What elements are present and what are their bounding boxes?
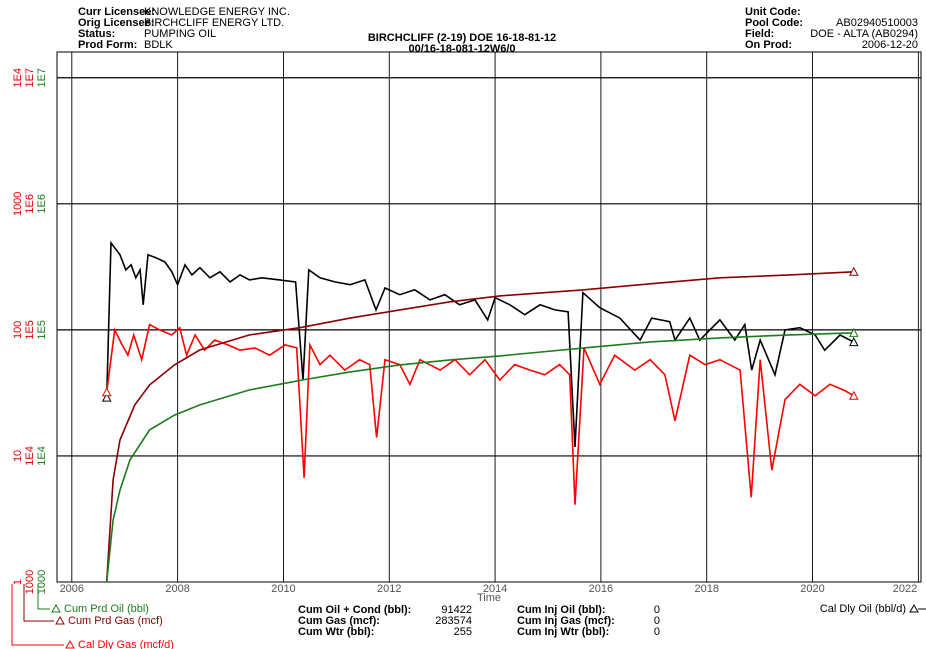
stat-label: Cum Inj Gas (mcf): xyxy=(517,615,615,627)
header-value: AB02940510003 xyxy=(836,17,918,29)
x-tick-label: 2006 xyxy=(60,583,84,595)
marker xyxy=(848,266,859,276)
header-value: BDLK xyxy=(144,39,173,51)
y-tick-label: 1E7 xyxy=(36,68,48,88)
marker xyxy=(848,327,859,337)
header-label: Pool Code: xyxy=(745,17,803,29)
header-value: DOE - ALTA (AB0294) xyxy=(810,28,918,40)
y-tick-label: 1E5 xyxy=(36,320,48,340)
x-tick-label: 2014 xyxy=(483,583,507,595)
stat-label: Cum Inj Oil (bbl): xyxy=(517,604,606,616)
legend-marker xyxy=(55,615,65,625)
x-tick-label: 2012 xyxy=(377,583,401,595)
y-tick-label: 1E4 xyxy=(12,68,24,88)
x-tick-label: 2018 xyxy=(694,583,718,595)
header-label: Orig Licensee: xyxy=(78,17,154,29)
legend-label: Cal Dly Oil (bbl/d) xyxy=(820,603,906,615)
stat-label: Cum Wtr (bbl): xyxy=(298,626,374,638)
y-tick-label: 1E4 xyxy=(36,446,48,466)
header-label: Prod Form: xyxy=(78,39,137,51)
legend-marker xyxy=(65,639,75,649)
x-tick-label: 2016 xyxy=(589,583,613,595)
legend-marker xyxy=(51,603,61,613)
y-tick-label: 1000 xyxy=(24,570,36,594)
marker xyxy=(101,387,112,397)
legend-label: Cum Prd Oil (bbl) xyxy=(64,603,149,615)
y-tick-label: 1E6 xyxy=(24,194,36,214)
header-label: Unit Code: xyxy=(745,6,801,18)
x-tick-label: 2010 xyxy=(271,583,295,595)
chart-title: BIRCHCLIFF (2-19) DOE 16-18-81-12 xyxy=(368,32,556,44)
marker xyxy=(101,392,112,402)
header-value: KNOWLEDGE ENERGY INC. xyxy=(144,6,290,18)
y-tick-label: 1000 xyxy=(36,570,48,594)
stat-label: Cum Oil + Cond (bbl): xyxy=(298,604,411,616)
stat-value: 0 xyxy=(654,604,660,616)
stat-value: 255 xyxy=(454,626,472,638)
y-tick-label: 1000 xyxy=(12,192,24,216)
stat-value: 283574 xyxy=(435,615,472,627)
header-value: PUMPING OIL xyxy=(144,28,216,40)
series-line xyxy=(105,271,854,583)
x-axis-label: Time xyxy=(477,592,501,604)
stat-value: 91422 xyxy=(441,604,472,616)
x-tick-label: 2020 xyxy=(800,583,824,595)
series-line xyxy=(105,332,854,583)
header-label: Field: xyxy=(745,28,774,40)
header-label: Curr Licensee: xyxy=(78,6,155,18)
stat-label: Cum Inj Wtr (bbl): xyxy=(517,626,609,638)
x-tick-label: 2008 xyxy=(165,583,189,595)
y-tick-label: 1E6 xyxy=(36,194,48,214)
series-line xyxy=(105,240,855,447)
header-label: On Prod: xyxy=(745,39,792,51)
legend-bracket xyxy=(23,584,54,622)
stat-value: 0 xyxy=(654,615,660,627)
legend-label: Cum Prd Gas (mcf) xyxy=(68,615,163,627)
y-tick-label: 100 xyxy=(12,321,24,339)
y-tick-label: 1E7 xyxy=(24,68,36,88)
legend-label: Cal Dly Gas (mcf/d) xyxy=(78,639,174,649)
y-tick-label: 1E4 xyxy=(24,446,36,466)
legend-marker xyxy=(909,603,919,613)
legend-bracket xyxy=(11,584,64,646)
series-line xyxy=(105,323,855,505)
header-value: BIRCHCLIFF ENERGY LTD. xyxy=(144,17,284,29)
header-value: 2006-12-20 xyxy=(862,39,918,51)
y-tick-label: 1E5 xyxy=(24,320,36,340)
marker xyxy=(848,390,859,400)
stat-value: 0 xyxy=(654,626,660,638)
marker xyxy=(848,337,859,347)
stat-label: Cum Gas (mcf): xyxy=(298,615,380,627)
header-label: Status: xyxy=(78,28,115,40)
legend-bracket xyxy=(37,584,50,610)
x-tick-label: 2022 xyxy=(893,583,917,595)
y-tick-label: 1 xyxy=(12,579,24,585)
y-tick-label: 10 xyxy=(12,450,24,462)
